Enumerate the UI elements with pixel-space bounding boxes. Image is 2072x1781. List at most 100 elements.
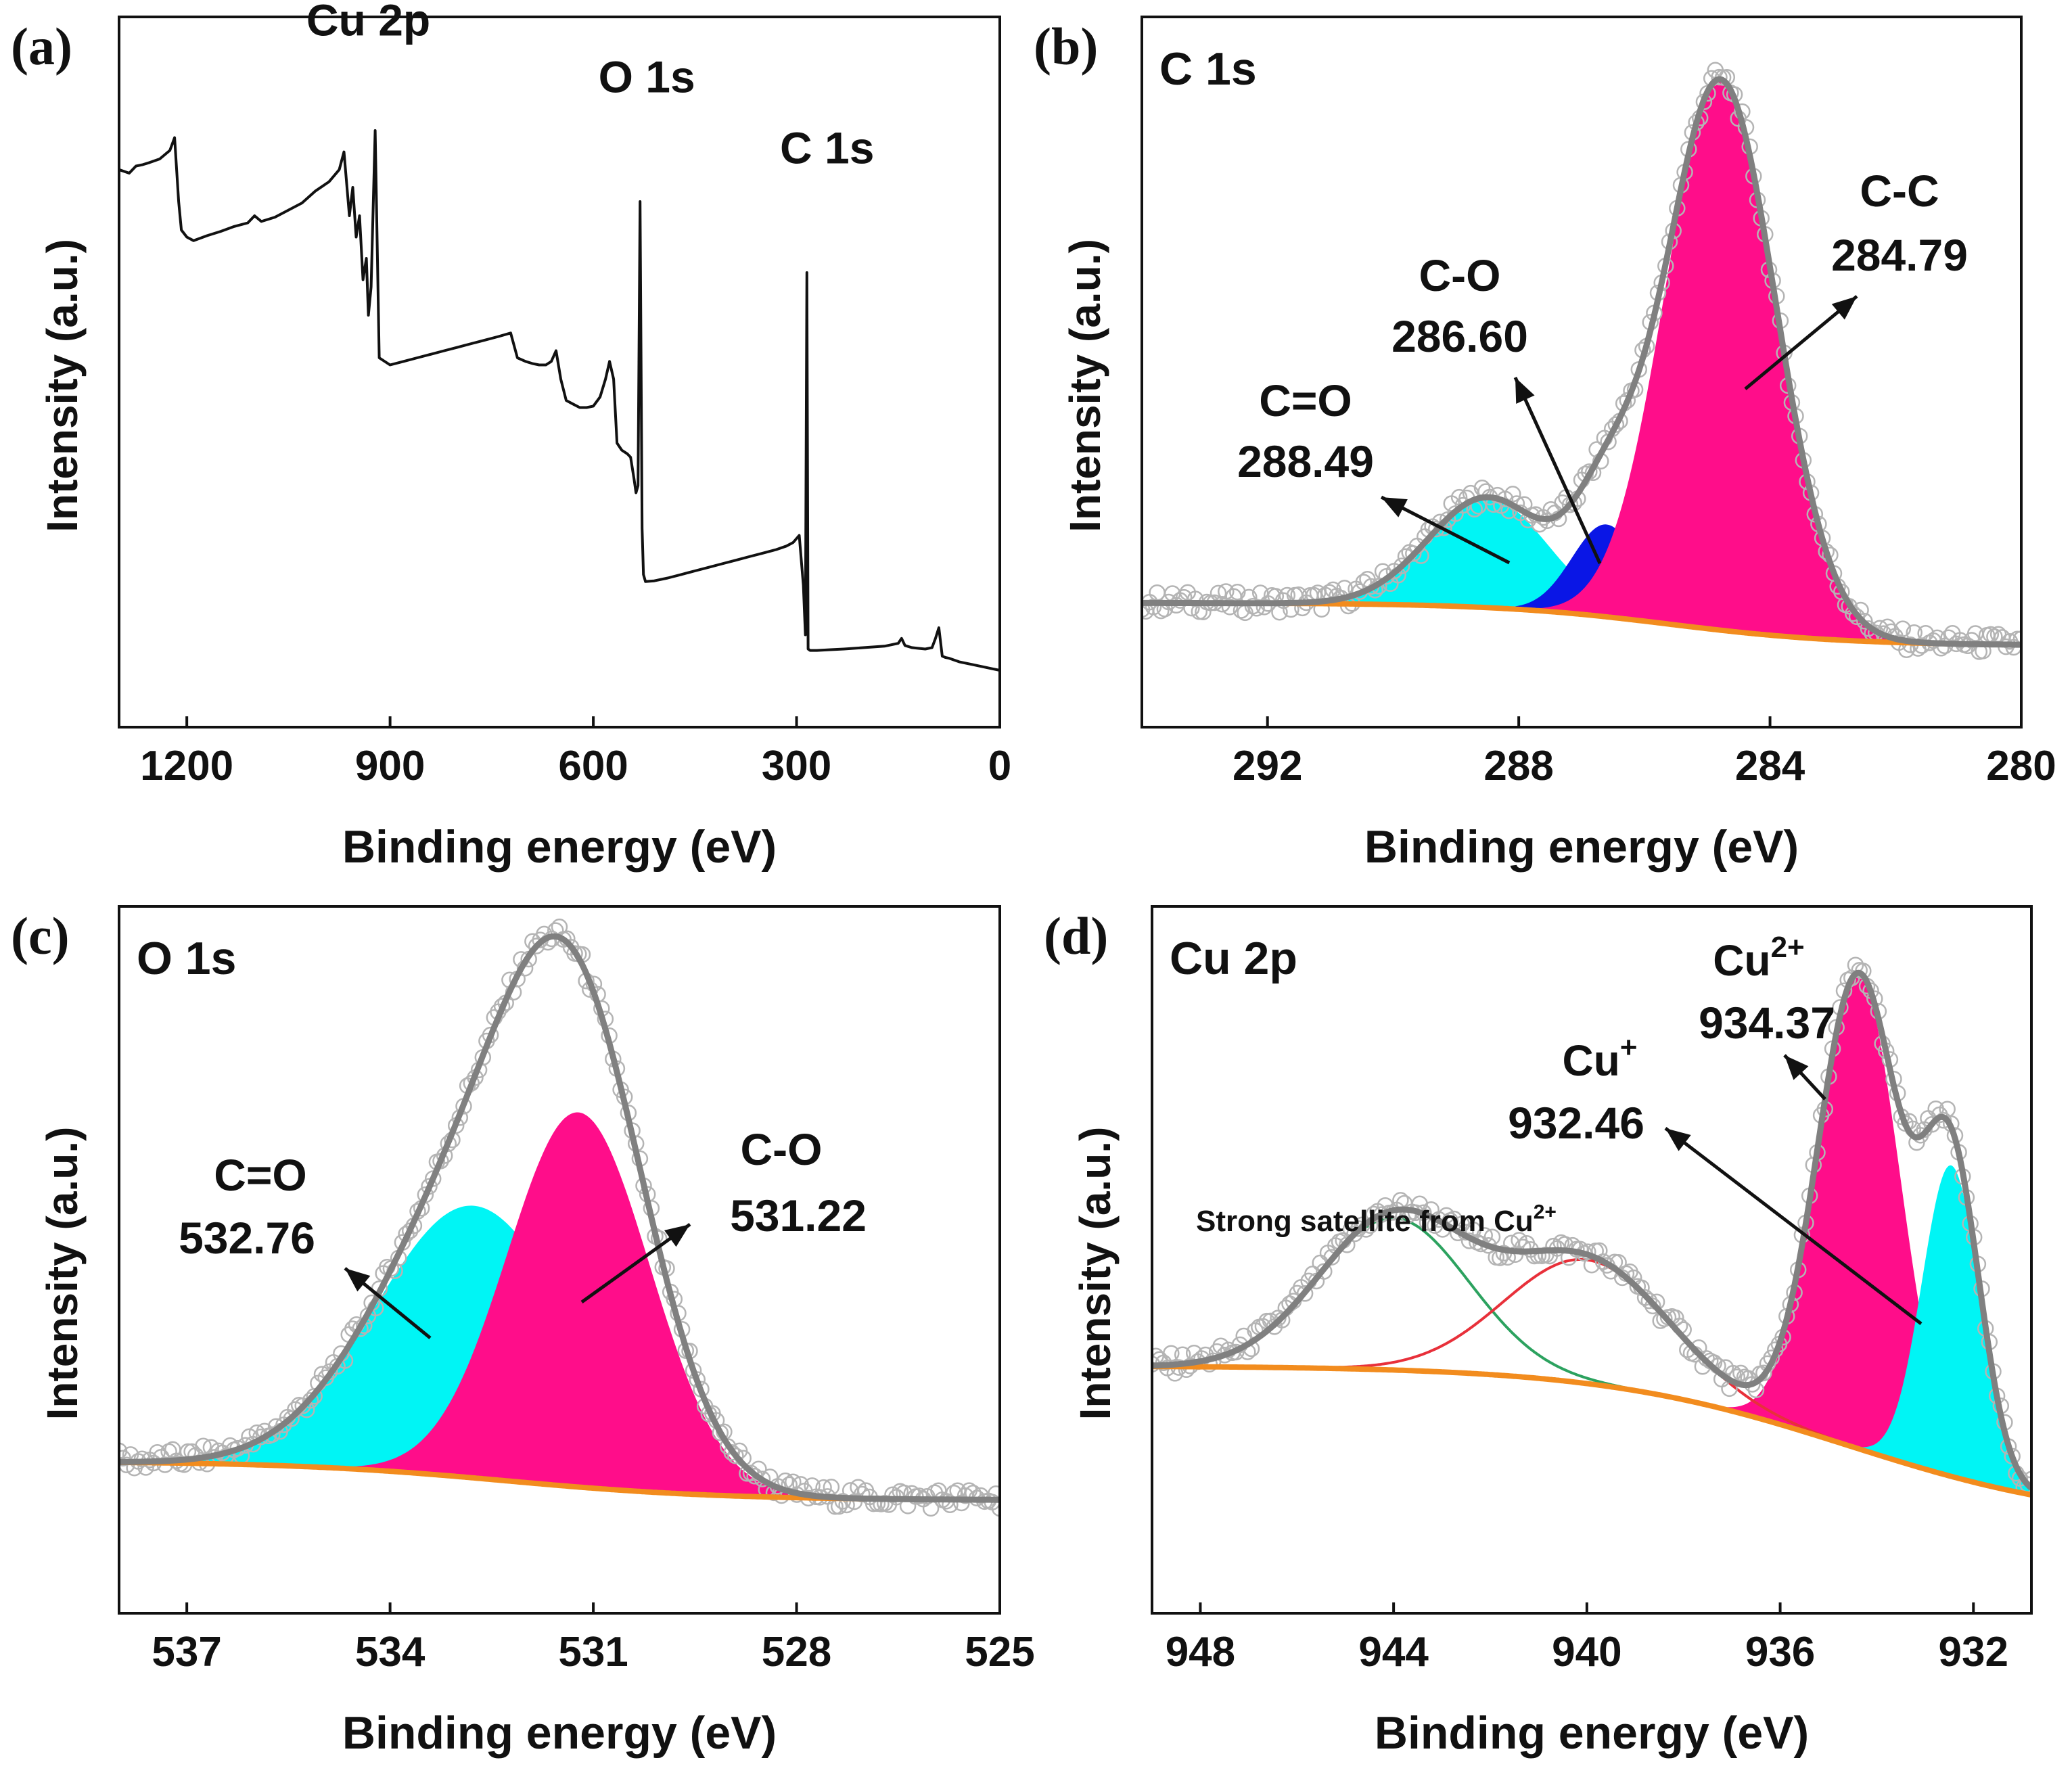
arrow-cu2+ xyxy=(1783,1054,1826,1101)
arrow-cu+-shaft xyxy=(1664,1127,1923,1325)
raw-point xyxy=(1163,1345,1180,1362)
raw-point xyxy=(1316,1263,1333,1280)
raw-point xyxy=(1394,557,1410,574)
component-Cu+ xyxy=(1152,1165,2031,1496)
component-Cu2+ xyxy=(1152,975,2031,1496)
x-tick-label: 948 xyxy=(1166,1629,1235,1675)
x-tick-label: 944 xyxy=(1358,1629,1429,1675)
x-tick-label: 0 xyxy=(988,743,1011,789)
raw-point xyxy=(1350,1220,1367,1237)
arrow-c=o-head xyxy=(1381,497,1408,517)
y-axis-label: Intensity (a.u.) xyxy=(1071,1127,1120,1420)
label-c-c-value: 284.79 xyxy=(1831,230,1968,280)
raw-point xyxy=(884,1486,901,1504)
raw-point xyxy=(2012,630,2021,647)
raw-point xyxy=(1894,620,1912,637)
panel-title: O 1s xyxy=(137,933,236,984)
label-cu2+-value: 934.37 xyxy=(1699,998,1835,1048)
panel-title: C 1s xyxy=(1159,43,1257,95)
plot-frame xyxy=(1151,905,2033,1615)
peak-annotation-2: C 1s xyxy=(780,123,874,173)
panel-label: (d) xyxy=(1044,906,1108,965)
plot-frame xyxy=(118,905,1001,1615)
panel-title: Cu 2p xyxy=(1170,933,1297,984)
raw-point xyxy=(1607,416,1625,433)
label-cu+-value: 932.46 xyxy=(1508,1098,1644,1148)
x-axis-label: Binding energy (eV) xyxy=(342,821,777,873)
x-tick-label: 900 xyxy=(355,743,425,789)
x-tick-label: 525 xyxy=(965,1629,1034,1675)
raw-point xyxy=(1323,1249,1340,1266)
x-tick-label: 600 xyxy=(558,743,628,789)
label-satellite-base: Strong satellite from Cu xyxy=(1196,1205,1534,1238)
raw-point xyxy=(754,1471,771,1487)
raw-point xyxy=(1256,599,1273,616)
x-tick-label: 288 xyxy=(1483,743,1553,789)
x-axis-label: Binding energy (eV) xyxy=(1375,1707,1809,1759)
raw-point xyxy=(1405,545,1422,562)
x-tick-label: 280 xyxy=(1986,743,2056,789)
arrow-c-o-head xyxy=(1515,377,1535,404)
raw-point xyxy=(853,1485,871,1503)
arrow-c=o xyxy=(1380,495,1511,565)
arrow-c-c-head xyxy=(1831,296,1857,320)
panel-b: 292 288 284 280 Binding energy (eV) Intensity… xyxy=(1034,16,2056,873)
background-line xyxy=(1152,1364,2031,1498)
x-tick-label: 936 xyxy=(1745,1629,1815,1675)
survey-line xyxy=(118,129,1000,672)
plot-area xyxy=(119,919,1000,1517)
panel-c: 537 534 531 528 525 Binding energy (eV) Intens… xyxy=(11,905,1035,1759)
plot-area xyxy=(1152,956,2031,1498)
x-tick-label: 528 xyxy=(762,1629,831,1675)
raw-point xyxy=(1296,1285,1314,1302)
y-axis-label: Intensity (a.u.) xyxy=(38,239,87,532)
arrow-cu+ xyxy=(1664,1127,1923,1325)
x-tick-label: 531 xyxy=(558,1629,628,1675)
label-satellite-sup: 2+ xyxy=(1534,1201,1557,1224)
label-c-o-value: 531.22 xyxy=(730,1190,867,1241)
envelope-line xyxy=(1152,969,2031,1491)
raw-point xyxy=(911,1487,928,1504)
arrow-c-o xyxy=(1513,376,1602,565)
raw-point xyxy=(1698,1350,1715,1367)
raw-point xyxy=(727,1447,744,1464)
x-axis-label: Binding energy (eV) xyxy=(1364,821,1799,873)
envelope-line xyxy=(1142,76,2021,648)
y-axis-label: Intensity (a.u.) xyxy=(1061,239,1109,532)
arrow-c=o xyxy=(344,1267,432,1339)
label-cu2+-base: Cu xyxy=(1713,936,1770,985)
arrow-cu+-head xyxy=(1665,1128,1691,1151)
panel-label: (a) xyxy=(11,17,72,76)
x-tick-label: 537 xyxy=(152,1629,221,1675)
x-tick-label: 932 xyxy=(1939,1629,2008,1675)
peak-annotation-0: Cu 2p xyxy=(306,0,430,45)
x-tick-label: 940 xyxy=(1552,1629,1621,1675)
envelope-line xyxy=(119,933,1000,1503)
label-c=o: C=O xyxy=(214,1150,307,1200)
arrow-c=o-head xyxy=(345,1268,371,1292)
arrow-c-o xyxy=(580,1222,691,1304)
panel-a: 1200 900 600 300 0 Binding energy (eV) Intensi… xyxy=(11,0,1011,873)
raw-point xyxy=(1187,591,1204,607)
raw-point xyxy=(1504,486,1521,503)
label-c=o-value: 532.76 xyxy=(179,1213,315,1263)
plot-frame xyxy=(1141,16,2023,728)
label-c=o: C=O xyxy=(1259,375,1352,425)
label-cu+: Cu+ xyxy=(1562,1031,1637,1085)
raw-point xyxy=(302,1392,319,1409)
plot-frame xyxy=(118,16,1001,728)
label-c-o: C-O xyxy=(741,1124,823,1174)
y-axis-label: Intensity (a.u.) xyxy=(38,1127,87,1420)
label-c=o-value: 288.49 xyxy=(1237,436,1374,486)
raw-point xyxy=(1273,1312,1291,1328)
label-c-o: C-O xyxy=(1419,250,1501,300)
raw-point xyxy=(1545,1237,1562,1255)
x-tick-label: 534 xyxy=(355,1629,425,1675)
panel-label: (c) xyxy=(11,906,70,965)
x-axis-label: Binding energy (eV) xyxy=(342,1707,777,1759)
x-tick-label: 292 xyxy=(1233,743,1302,789)
arrow-c-o-head xyxy=(664,1224,690,1247)
label-cu+-sup: + xyxy=(1620,1031,1638,1064)
x-tick-label: 300 xyxy=(762,743,831,789)
